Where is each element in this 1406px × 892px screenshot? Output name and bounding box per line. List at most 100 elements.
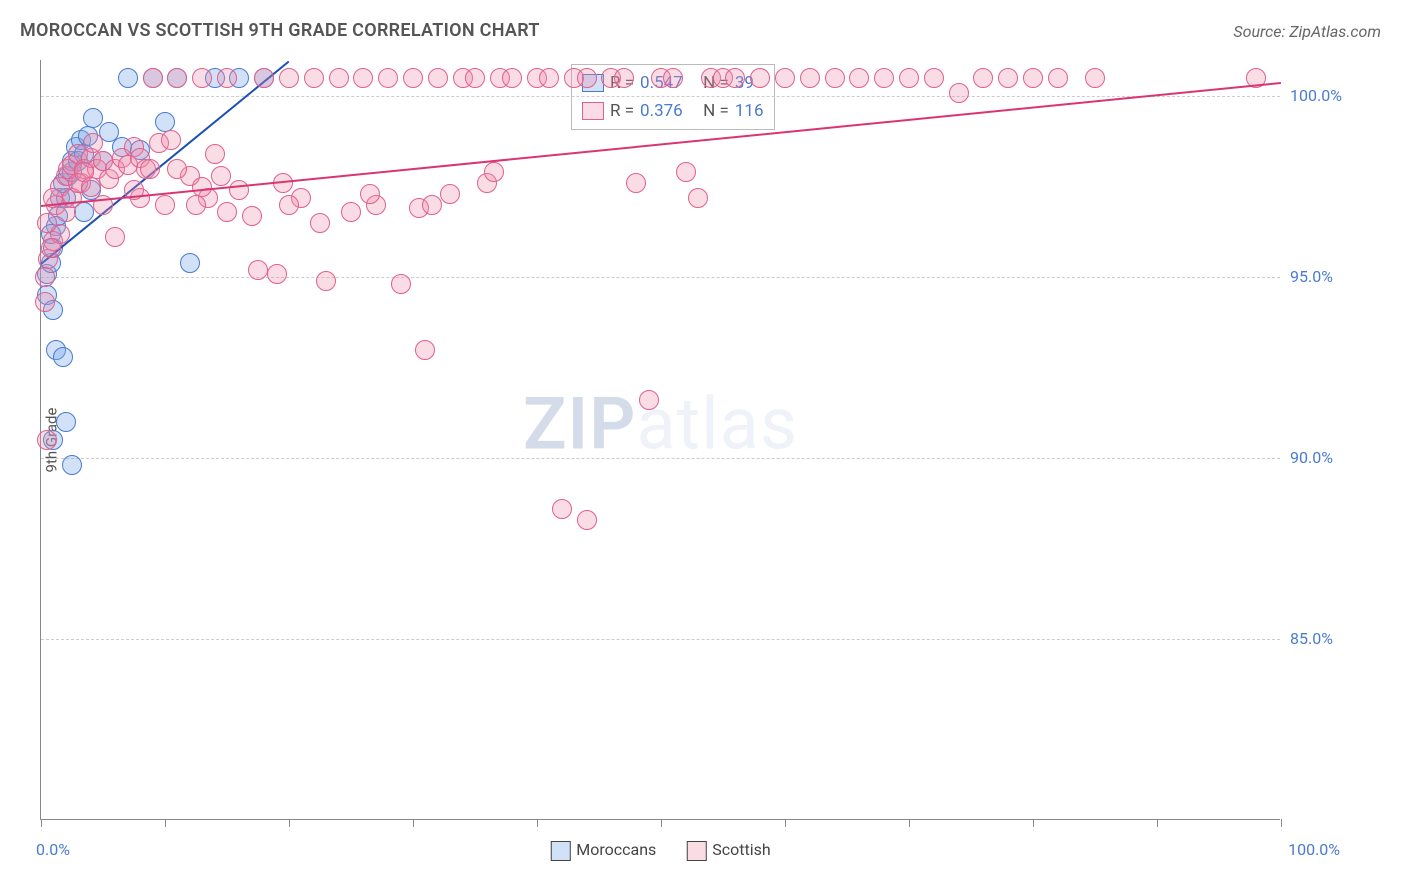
scatter-point-m [56, 412, 76, 432]
plot-area: 9th Grade ZIPatlas R =0.547 N =39R =0.37… [40, 60, 1280, 820]
y-tick-label: 95.0% [1290, 267, 1360, 286]
scatter-point-s [391, 274, 411, 294]
scatter-point-s [316, 271, 336, 291]
scatter-point-s [899, 68, 919, 88]
x-tick-mark [1157, 819, 1158, 827]
scatter-point-s [539, 68, 559, 88]
watermark: ZIPatlas [523, 382, 798, 467]
y-tick-label: 90.0% [1290, 448, 1360, 467]
scatter-point-s [186, 195, 206, 215]
gridline-y [41, 458, 1280, 459]
scatter-point-s [35, 292, 55, 312]
scatter-point-s [310, 213, 330, 233]
scatter-point-s [242, 206, 262, 226]
scatter-point-m [53, 347, 73, 367]
y-tick-label: 100.0% [1290, 86, 1360, 105]
scatter-point-s [37, 213, 57, 233]
x-tick-mark [165, 819, 166, 827]
scatter-point-s [1085, 68, 1105, 88]
scatter-point-s [279, 68, 299, 88]
scatter-point-s [360, 184, 380, 204]
gridline-y [41, 639, 1280, 640]
scatter-point-s [949, 83, 969, 103]
scatter-point-s [440, 184, 460, 204]
source-label: Source: ZipAtlas.com [1233, 22, 1381, 41]
scatter-point-s [428, 68, 448, 88]
scatter-point-s [192, 177, 212, 197]
scatter-point-s [998, 68, 1018, 88]
scatter-point-s [304, 68, 324, 88]
scatter-point-s [874, 68, 894, 88]
scatter-point-s [725, 68, 745, 88]
scatter-point-s [254, 68, 274, 88]
scatter-point-s [825, 68, 845, 88]
scatter-point-s [192, 68, 212, 88]
scatter-point-s [167, 159, 187, 179]
x-tick-mark [537, 819, 538, 827]
scatter-point-s [924, 68, 944, 88]
gridline-y [41, 277, 1280, 278]
scatter-point-s [81, 177, 101, 197]
scatter-point-m [83, 108, 103, 128]
scatter-point-m [118, 68, 138, 88]
scatter-point-s [577, 68, 597, 88]
x-tick-mark [1033, 819, 1034, 827]
scatter-point-s [1048, 68, 1068, 88]
scatter-point-s [973, 68, 993, 88]
scatter-point-s [676, 162, 696, 182]
x-tick-mark [413, 819, 414, 827]
series-legend: Moroccans Scottish [550, 840, 770, 861]
legend-item: Moroccans [550, 840, 656, 861]
scatter-point-s [167, 68, 187, 88]
scatter-point-s [577, 510, 597, 530]
scatter-point-s [143, 68, 163, 88]
scatter-point-s [639, 390, 659, 410]
scatter-point-s [229, 180, 249, 200]
x-tick-mark [289, 819, 290, 827]
scatter-point-s [403, 68, 423, 88]
scatter-point-s [849, 68, 869, 88]
scatter-point-m [62, 455, 82, 475]
scatter-point-s [161, 130, 181, 150]
stats-legend-row: R =0.376 N =116 [582, 97, 764, 125]
legend-swatch [582, 102, 604, 120]
chart-container: MOROCCAN VS SCOTTISH 9TH GRADE CORRELATI… [0, 0, 1406, 892]
scatter-point-s [415, 340, 435, 360]
x-tick-mark [661, 819, 662, 827]
x-tick-mark [785, 819, 786, 827]
x-tick-mark [909, 819, 910, 827]
gridline-y [41, 96, 1280, 97]
chart-title: MOROCCAN VS SCOTTISH 9TH GRADE CORRELATI… [20, 20, 540, 41]
legend-swatch [550, 841, 570, 861]
legend-swatch [686, 841, 706, 861]
scatter-point-s [37, 430, 57, 450]
scatter-point-s [35, 267, 55, 287]
scatter-point-s [217, 68, 237, 88]
scatter-point-s [422, 195, 442, 215]
scatter-point-s [41, 238, 61, 258]
scatter-point-s [484, 162, 504, 182]
scatter-point-s [211, 166, 231, 186]
scatter-point-s [800, 68, 820, 88]
legend-r-value: 0.376 [640, 97, 683, 125]
scatter-point-s [465, 68, 485, 88]
scatter-point-s [688, 188, 708, 208]
scatter-point-s [267, 264, 287, 284]
legend-n-value: 116 [735, 97, 764, 125]
scatter-point-s [552, 499, 572, 519]
scatter-point-s [353, 68, 373, 88]
scatter-point-m [180, 253, 200, 273]
scatter-point-s [217, 202, 237, 222]
legend-item: Scottish [686, 840, 770, 861]
scatter-point-s [341, 202, 361, 222]
legend-n-label: N = [703, 97, 729, 125]
scatter-point-s [140, 159, 160, 179]
scatter-point-s [105, 227, 125, 247]
scatter-point-m [155, 112, 175, 132]
scatter-point-s [614, 68, 634, 88]
scatter-point-s [248, 260, 268, 280]
scatter-point-s [663, 68, 683, 88]
y-tick-label: 85.0% [1290, 629, 1360, 648]
legend-r-label: R = [610, 97, 634, 125]
scatter-point-s [205, 144, 225, 164]
